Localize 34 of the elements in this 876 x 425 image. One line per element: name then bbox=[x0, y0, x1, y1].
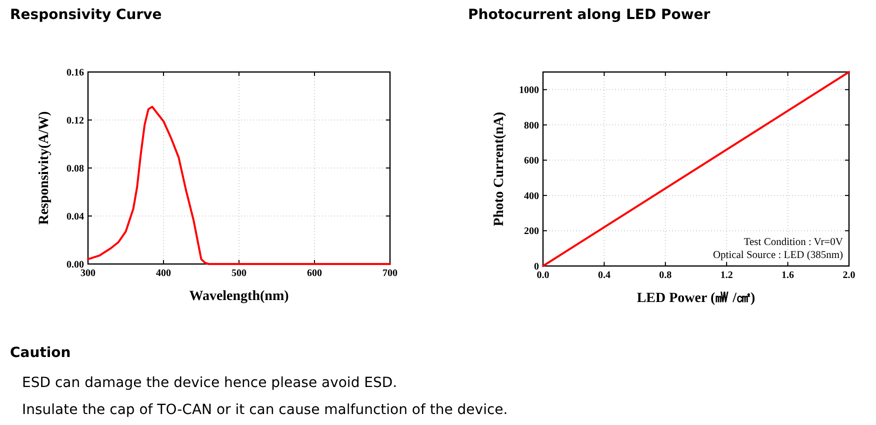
text: Insulate the cap of TO-CAN or it can cause malfunction of the device. bbox=[22, 402, 508, 418]
line-series bbox=[87, 106, 391, 265]
x-tick-label: 0.4 bbox=[598, 270, 610, 281]
chart-title: Responsivity Curve bbox=[10, 7, 162, 23]
x-tick-label: 2.0 bbox=[842, 270, 856, 281]
text: Caution bbox=[10, 345, 71, 361]
y-tick-label: 0.08 bbox=[66, 164, 84, 174]
x-tick-label: 0.0 bbox=[536, 270, 550, 281]
x-tick-label: 300 bbox=[80, 268, 96, 279]
y-axis-title: Responsivity(A/W) bbox=[37, 110, 52, 225]
y-tick-label: 600 bbox=[524, 156, 539, 167]
y-tick-label: 200 bbox=[524, 226, 539, 238]
x-tick-label: 500 bbox=[232, 268, 246, 279]
chart-title: Photocurrent along LED Power bbox=[468, 7, 710, 23]
text: ESD can damage the device hence please avoid ESD. bbox=[22, 375, 398, 391]
y-tick-label: 0.04 bbox=[66, 212, 84, 222]
y-tick-label: 1000 bbox=[519, 85, 539, 96]
x-tick-label: 600 bbox=[307, 268, 322, 279]
annotation: Test Condition : Vr=0V bbox=[744, 237, 844, 248]
x-axis-title: Wavelength(nm) bbox=[189, 289, 290, 304]
y-tick-label: 0 bbox=[534, 262, 539, 272]
y-tick-label: 0.12 bbox=[66, 116, 84, 126]
y-tick-label: 400 bbox=[524, 190, 539, 202]
annotation: Optical Source : LED (385nm) bbox=[712, 250, 844, 261]
y-tick-label: 0.16 bbox=[66, 68, 84, 78]
y-tick-label: 0.00 bbox=[66, 260, 84, 270]
x-axis-title: LED Power (㎽ /㎠) bbox=[636, 291, 756, 306]
x-tick-label: 700 bbox=[382, 268, 398, 279]
y-tick-label: 800 bbox=[524, 120, 539, 132]
x-tick-label: 1.2 bbox=[720, 270, 733, 281]
x-tick-label: 400 bbox=[156, 268, 171, 279]
x-tick-label: 0.8 bbox=[659, 270, 672, 281]
x-tick-label: 1.6 bbox=[782, 270, 794, 281]
y-axis-title: Photo Current(nA) bbox=[492, 111, 507, 226]
